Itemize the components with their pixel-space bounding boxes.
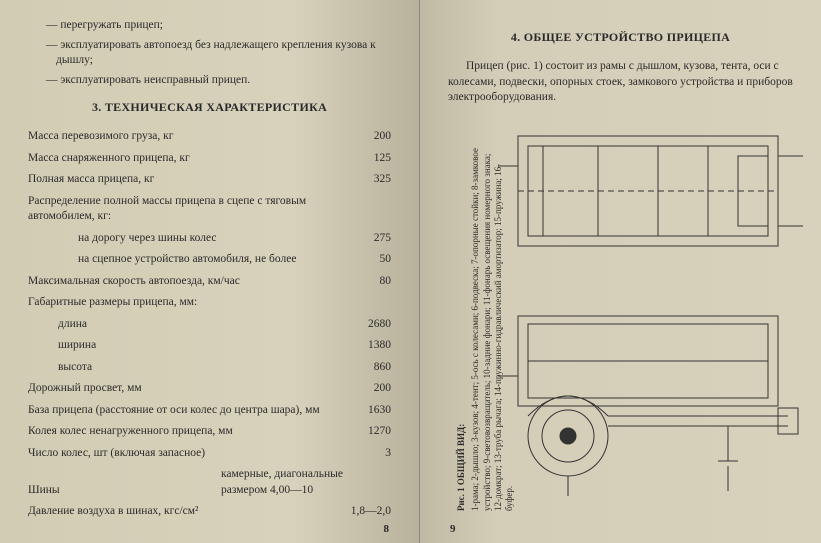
spec-row: База прицепа (расстояние от оси колес до… <box>28 403 391 419</box>
spec-row: Распределение полной массы прицепа в сце… <box>28 194 391 225</box>
spec-label: на дорогу через шины колес <box>28 231 331 247</box>
spec-label: Масса снаряженного прицепа, кг <box>28 151 331 167</box>
spec-row: на сцепное устройство автомобиля, не бол… <box>28 252 391 268</box>
spec-value: 275 <box>331 231 391 247</box>
spec-label: База прицепа (расстояние от оси колес до… <box>28 403 331 419</box>
section-title-right: 4. ОБЩЕЕ УСТРОЙСТВО ПРИЦЕПА <box>448 30 793 45</box>
spec-label: Распределение полной массы прицепа в сце… <box>28 194 331 225</box>
spec-label: длина <box>28 317 331 333</box>
spec-row: Полная масса прицепа, кг325 <box>28 172 391 188</box>
figure-caption-body: 1-рама; 2-дышло; 3-кузов; 4-тент; 5-ось … <box>470 141 515 511</box>
spec-label: Максимальная скорость автопоезда, км/час <box>28 274 331 290</box>
figure-1: Рис. 1 ОБЩИЙ ВИД: 1-рама; 2-дышло; 3-куз… <box>448 116 793 516</box>
section-title-left: 3. ТЕХНИЧЕСКАЯ ХАРАКТЕРИСТИКА <box>28 100 391 115</box>
spec-label: Габаритные размеры прицепа, мм: <box>28 295 331 311</box>
page-left: — перегружать прицеп; — эксплуатировать … <box>0 0 420 543</box>
spec-label: на сцепное устройство автомобиля, не бол… <box>28 252 331 268</box>
spec-row: Колея колес ненагруженного прицепа, мм12… <box>28 424 391 440</box>
spec-value: 125 <box>331 151 391 167</box>
page-right: 4. ОБЩЕЕ УСТРОЙСТВО ПРИЦЕПА Прицеп (рис.… <box>420 0 821 543</box>
spec-value: 860 <box>331 360 391 376</box>
spec-row: Шиныкамерные, диагональные размером 4,00… <box>28 467 391 498</box>
spec-row: высота860 <box>28 360 391 376</box>
spec-label: Шины <box>28 483 221 499</box>
page-number-right: 9 <box>450 523 456 535</box>
spec-value: 80 <box>331 274 391 290</box>
figure-caption-title: Рис. 1 ОБЩИЙ ВИД: <box>456 141 467 511</box>
intro-paragraph: Прицеп (рис. 1) состоит из рамы с дышлом… <box>448 59 793 106</box>
diagram-svg <box>478 116 821 516</box>
spec-value: 3 <box>331 446 391 462</box>
spec-label: Колея колес ненагруженного прицепа, мм <box>28 424 331 440</box>
spec-row: ширина1380 <box>28 338 391 354</box>
spec-value: 1630 <box>331 403 391 419</box>
spec-table: Масса перевозимого груза, кг200Масса сна… <box>28 129 391 520</box>
spec-value: 1,8—2,0 <box>331 504 391 520</box>
spec-row: Давление воздуха в шинах, кгс/см²1,8—2,0 <box>28 504 391 520</box>
page-number-left: 8 <box>384 523 390 535</box>
spec-label: Полная масса прицепа, кг <box>28 172 331 188</box>
spec-value: 1380 <box>331 338 391 354</box>
spec-label: Число колес, шт (включая запасное) <box>28 446 331 462</box>
spec-label: Масса перевозимого груза, кг <box>28 129 331 145</box>
spec-value: 2680 <box>331 317 391 333</box>
spec-label: высота <box>28 360 331 376</box>
spec-row: Дорожный просвет, мм200 <box>28 381 391 397</box>
spec-row: Максимальная скорость автопоезда, км/час… <box>28 274 391 290</box>
spec-value: 1270 <box>331 424 391 440</box>
spec-label: Дорожный просвет, мм <box>28 381 331 397</box>
figure-caption: Рис. 1 ОБЩИЙ ВИД: 1-рама; 2-дышло; 3-куз… <box>456 141 515 511</box>
spec-label: ширина <box>28 338 331 354</box>
bullet-item: — эксплуатировать неисправный прицеп. <box>28 73 391 89</box>
spec-row: Габаритные размеры прицепа, мм: <box>28 295 391 311</box>
bullet-item: — эксплуатировать автопоезд без надлежащ… <box>28 38 391 69</box>
spec-row: Масса снаряженного прицепа, кг125 <box>28 151 391 167</box>
spec-row: на дорогу через шины колес275 <box>28 231 391 247</box>
bullet-item: — перегружать прицеп; <box>28 18 391 34</box>
spec-value: камерные, диагональные размером 4,00—10 <box>221 467 391 498</box>
spec-label: Давление воздуха в шинах, кгс/см² <box>28 504 331 520</box>
spec-row: Число колес, шт (включая запасное)3 <box>28 446 391 462</box>
spec-value: 50 <box>331 252 391 268</box>
spec-value: 325 <box>331 172 391 188</box>
spec-value: 200 <box>331 381 391 397</box>
spec-row: длина2680 <box>28 317 391 333</box>
spec-row: Масса перевозимого груза, кг200 <box>28 129 391 145</box>
spec-value: 200 <box>331 129 391 145</box>
